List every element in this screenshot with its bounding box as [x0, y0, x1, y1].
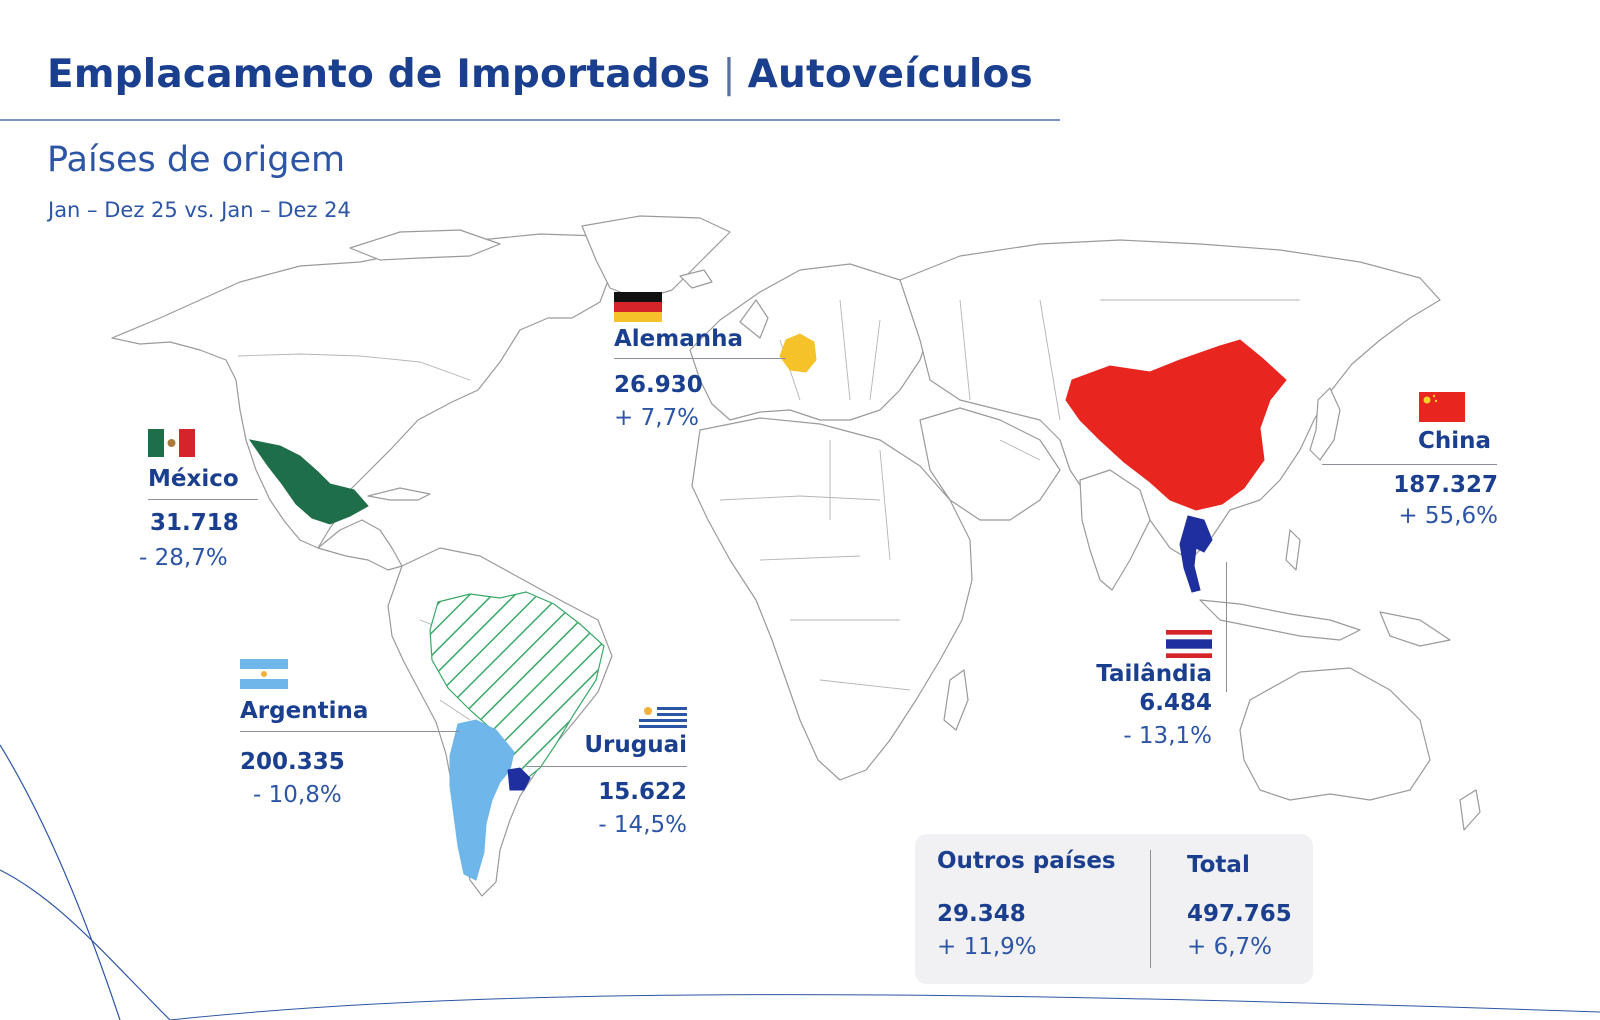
period-label: Jan – Dez 25 vs. Jan – Dez 24	[48, 198, 351, 222]
madagascar-land	[943, 669, 969, 731]
mexico-value: 31.718	[150, 510, 239, 536]
china-value: 187.327	[1393, 472, 1498, 498]
total-change: + 6,7%	[1187, 934, 1273, 960]
china-label: China	[1418, 428, 1492, 454]
iceland-land	[679, 269, 713, 289]
argentina-label: Argentina	[240, 698, 369, 724]
total-label: Total	[1187, 852, 1250, 878]
usa-canada-border	[237, 353, 471, 381]
thailand-flag-icon	[1166, 630, 1212, 658]
title-category: Autoveículos	[747, 52, 1033, 97]
indonesia-land	[1199, 599, 1361, 641]
others-change: + 11,9%	[937, 934, 1037, 960]
others-value: 29.348	[937, 901, 1026, 927]
uruguay-flag-icon	[639, 704, 687, 732]
africa-land	[691, 417, 973, 781]
central-america-land	[317, 519, 403, 571]
germany-label: Alemanha	[614, 326, 744, 352]
thailand-shape	[1179, 515, 1213, 593]
china-shape	[1065, 339, 1287, 511]
china-change: + 55,6%	[1398, 503, 1498, 529]
germany-flag-icon	[614, 292, 662, 322]
others-label: Outros países	[937, 848, 1116, 874]
uruguay-label: Uruguai	[584, 732, 687, 758]
china-flag-icon	[1419, 392, 1465, 422]
japan-land	[1309, 387, 1341, 461]
argentina-value: 200.335	[240, 749, 345, 775]
india-land	[1079, 469, 1151, 591]
page-title: Emplacamento de Importados | Autoveículos	[47, 52, 1033, 97]
germany-leader-line	[614, 358, 786, 359]
summary-box: Outros países 29.348 + 11,9% Total 497.7…	[915, 834, 1313, 984]
africa-borders	[719, 440, 911, 691]
new-guinea-land	[1379, 611, 1451, 647]
cuba-land	[367, 487, 431, 501]
brazil-shape	[429, 591, 605, 785]
arctic-islands-land	[349, 229, 501, 261]
total-value: 497.765	[1187, 901, 1292, 927]
argentina-change: - 10,8%	[253, 782, 342, 808]
thailand-leader-line	[1226, 562, 1227, 692]
uruguay-shape	[507, 767, 531, 791]
title-main: Emplacamento de Importados	[47, 52, 711, 97]
mexico-shape	[248, 439, 369, 525]
argentina-flag-icon	[240, 659, 288, 689]
thailand-change: - 13,1%	[1123, 723, 1212, 749]
thailand-value: 6.484	[1139, 690, 1212, 716]
mexico-flag-icon	[148, 429, 195, 457]
decor-curve-1	[0, 744, 121, 1020]
germany-value: 26.930	[614, 372, 703, 398]
argentina-shape	[449, 719, 515, 881]
title-underline	[0, 119, 1060, 121]
mexico-change: - 28,7%	[139, 545, 228, 571]
summary-divider	[1150, 850, 1151, 968]
germany-change: + 7,7%	[614, 405, 700, 431]
mexico-leader-line	[148, 499, 258, 500]
mexico-label: México	[148, 466, 239, 492]
uruguay-value: 15.622	[598, 779, 687, 805]
subtitle: Países de origem	[47, 140, 346, 180]
middle-east-land	[919, 407, 1061, 521]
thailand-label: Tailândia	[1096, 661, 1212, 687]
philippines-land	[1285, 529, 1301, 571]
uk-land	[739, 299, 769, 339]
australia-land	[1239, 667, 1431, 801]
china-leader-line	[1322, 464, 1497, 465]
new-zealand-land	[1459, 789, 1481, 831]
uruguay-change: - 14,5%	[598, 812, 687, 838]
uruguay-leader-line	[526, 766, 687, 767]
title-separator: |	[722, 52, 736, 97]
asia-borders	[959, 299, 1300, 461]
argentina-leader-line	[240, 731, 460, 732]
decor-curve-2	[0, 869, 171, 1020]
decor-curve-3	[169, 994, 1600, 1020]
